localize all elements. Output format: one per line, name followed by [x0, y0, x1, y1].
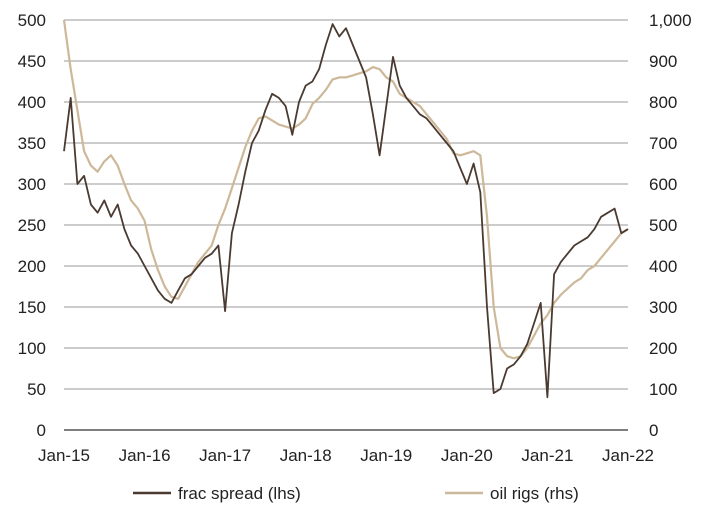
x-tick-label: Jan-20 [441, 446, 493, 465]
left-tick-label: 0 [37, 421, 46, 440]
legend-label-oil-rigs: oil rigs (rhs) [490, 484, 579, 503]
left-tick-label: 350 [18, 134, 46, 153]
legend-item-oil-rigs: oil rigs (rhs) [445, 484, 579, 503]
left-axis-tick-labels: 0 50 100 150 200 250 300 350 400 450 500 [18, 11, 46, 440]
left-tick-label: 200 [18, 257, 46, 276]
left-tick-label: 400 [18, 93, 46, 112]
left-tick-label: 50 [27, 380, 46, 399]
right-tick-label: 0 [649, 421, 658, 440]
legend: frac spread (lhs) oil rigs (rhs) [133, 484, 579, 503]
x-tick-label: Jan-19 [360, 446, 412, 465]
x-tick-label: Jan-15 [38, 446, 90, 465]
x-axis-tick-labels: Jan-15 Jan-16 Jan-17 Jan-18 Jan-19 Jan-20 Jan-… [38, 446, 654, 465]
right-tick-label: 1,000 [649, 11, 692, 30]
x-tick-label: Jan-22 [602, 446, 654, 465]
legend-label-frac-spread: frac spread (lhs) [178, 484, 301, 503]
left-tick-label: 100 [18, 339, 46, 358]
right-axis-tick-labels: 0 100 200 300 400 500 600 700 800 900 1,000 [649, 11, 692, 440]
left-tick-label: 450 [18, 52, 46, 71]
series-lines [62, 19, 629, 399]
right-tick-label: 800 [649, 93, 677, 112]
right-tick-label: 400 [649, 257, 677, 276]
right-tick-label: 900 [649, 52, 677, 71]
left-tick-label: 500 [18, 11, 46, 30]
right-tick-label: 100 [649, 380, 677, 399]
x-tick-label: Jan-21 [521, 446, 573, 465]
x-tick-label: Jan-16 [119, 446, 171, 465]
oil-rigs-series-line [62, 19, 629, 360]
legend-item-frac-spread: frac spread (lhs) [133, 484, 301, 503]
left-tick-label: 300 [18, 175, 46, 194]
x-tick-label: Jan-18 [280, 446, 332, 465]
right-tick-label: 300 [649, 298, 677, 317]
frac-spread-series-line [63, 23, 629, 399]
right-tick-label: 500 [649, 216, 677, 235]
right-tick-label: 700 [649, 134, 677, 153]
gridlines [64, 19, 628, 390]
left-tick-label: 250 [18, 216, 46, 235]
right-tick-label: 600 [649, 175, 677, 194]
right-tick-label: 200 [649, 339, 677, 358]
left-tick-label: 150 [18, 298, 46, 317]
x-tick-label: Jan-17 [199, 446, 251, 465]
